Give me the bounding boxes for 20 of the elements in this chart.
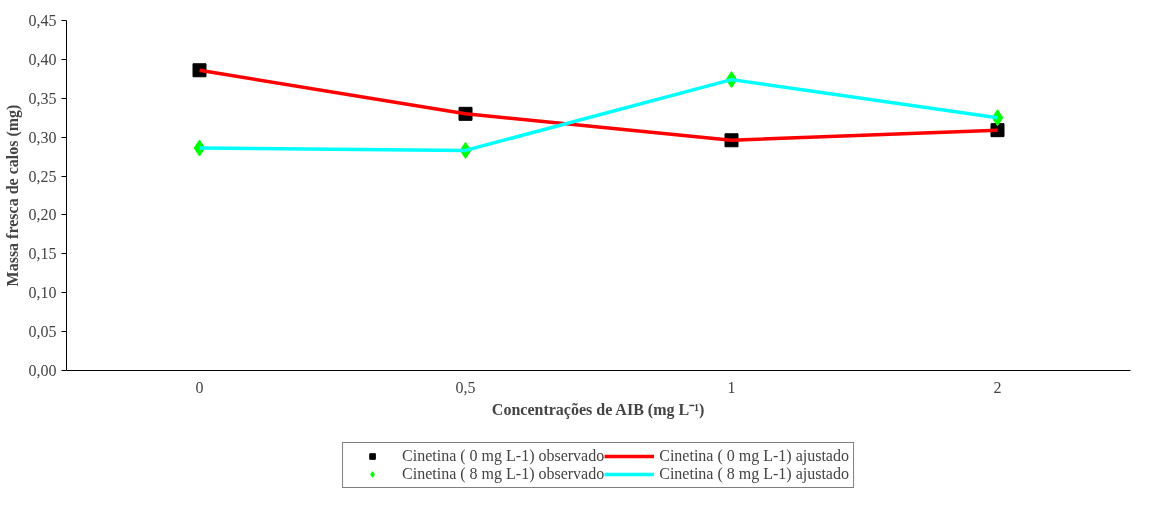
x-tick-label: 0,5 (455, 378, 476, 396)
y-tick-label: 0,00 (28, 362, 57, 379)
y-tick-label: 0,35 (28, 89, 57, 107)
y-tick-label: 0,40 (28, 50, 57, 68)
y-tick-label: 0,05 (28, 323, 57, 341)
x-tick-label: 0 (195, 378, 204, 396)
x-tick-label: 2 (993, 378, 1002, 396)
legend-label: Cinetina ( 8 mg L-1) ajustado (659, 465, 849, 483)
y-tick-label: 0,45 (28, 12, 57, 29)
y-tick-label: 0,30 (28, 128, 57, 146)
legend-label: Cinetina ( 0 mg L-1) observado (402, 447, 605, 465)
y-tick-label: 0,15 (28, 245, 57, 263)
y-tick-label: 0,20 (28, 206, 57, 224)
legend-label: Cinetina ( 0 mg L-1) ajustado (659, 447, 849, 465)
y-axis-title: Massa fresca de calos (mg) (3, 104, 22, 287)
x-tick-label: 1 (727, 378, 736, 396)
y-tick-label: 0,25 (28, 167, 57, 185)
y-tick-label: 0,10 (28, 284, 57, 302)
legend-label: Cinetina ( 8 mg L-1) observado (402, 465, 605, 483)
x-axis-title: Concentrações de AIB (mg L⁻¹) (491, 400, 705, 419)
